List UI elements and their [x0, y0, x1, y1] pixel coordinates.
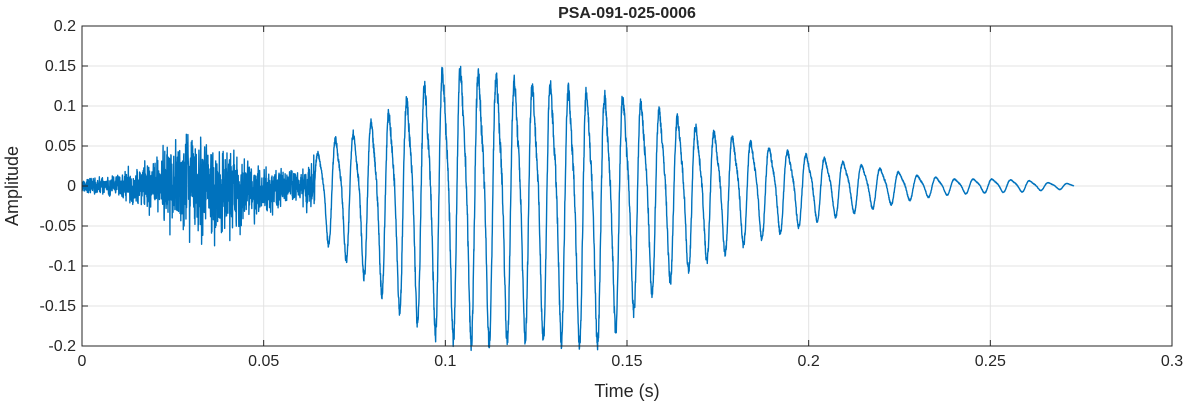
y-tick-label: 0.1: [54, 98, 76, 115]
y-tick-label: 0.05: [45, 138, 76, 155]
signal-trace: [81, 65, 1075, 352]
x-tick-label: 0.1: [434, 353, 456, 370]
y-tick-label: -0.05: [40, 218, 77, 235]
axis-ticks: 0 0.05 0.1 0.15 0.2 0.25 0.3 -0.2 -0.15 -0.1 -0.05…: [40, 18, 1184, 370]
x-axis-label: Time (s): [594, 381, 659, 401]
y-tick-label: 0.15: [45, 58, 76, 75]
x-tick-label: 0.05: [248, 353, 279, 370]
x-tick-label: 0.15: [611, 353, 642, 370]
series-line: [81, 65, 1075, 352]
x-tick-label: 0.3: [1161, 353, 1183, 370]
y-tick-label: -0.15: [40, 298, 77, 315]
y-tick-label: 0: [67, 178, 76, 195]
x-tick-label: 0: [78, 353, 87, 370]
y-tick-label: -0.2: [48, 338, 76, 355]
x-tick-label: 0.2: [798, 353, 820, 370]
y-tick-label: 0.2: [54, 18, 76, 35]
y-axis-label: Amplitude: [2, 146, 22, 226]
y-tick-label: -0.1: [48, 258, 76, 275]
x-tick-label: 0.25: [975, 353, 1006, 370]
chart-title: PSA-091-025-0006: [558, 5, 696, 22]
